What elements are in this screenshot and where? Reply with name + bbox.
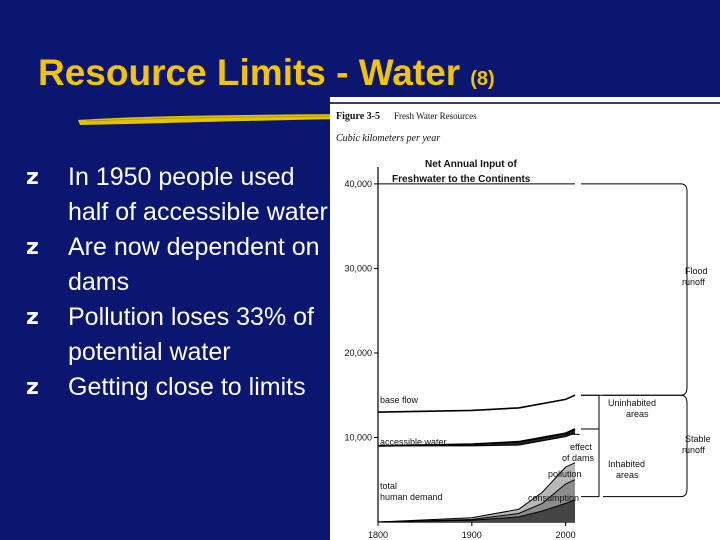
slide-title: Resource Limits - Water (8): [38, 52, 495, 94]
label-stable-runoff-2: runoff: [682, 445, 705, 455]
figure-number: Figure 3-5: [336, 111, 380, 122]
bullet-z-icon: z: [26, 305, 39, 330]
stable-runoff-bracket: [603, 394, 688, 498]
bullet-z-icon: z: [26, 375, 39, 400]
slide-title-number: (8): [470, 68, 495, 90]
y-tick-label: 30,000: [344, 263, 372, 273]
inhabited-areas-bracket: [581, 428, 600, 498]
x-tick-label: 1900: [462, 530, 482, 540]
label-base-flow: base flow: [380, 395, 419, 405]
label-effect-dams-2: of dams: [562, 453, 595, 463]
y-tick-label: 40,000: [344, 179, 372, 189]
slide-title-text: Resource Limits - Water: [38, 52, 461, 93]
x-tick-label: 1800: [368, 530, 388, 540]
area-consumption: [378, 500, 575, 522]
y-tick-label: 10,000: [344, 432, 372, 442]
label-total-demand-2: human demand: [380, 492, 443, 502]
label-flood-runoff-2: runoff: [682, 277, 705, 287]
figure-units: Cubic kilometers per year: [336, 133, 440, 144]
bullet-list: z In 1950 people used half of accessible…: [26, 160, 331, 405]
bullet-text: Getting close to limits: [68, 373, 306, 401]
area-pollution: [378, 479, 575, 522]
series-line-consumption: [377, 499, 576, 523]
label-total-demand-1: total: [380, 481, 397, 491]
uninhabited-areas-bracket: [581, 394, 600, 430]
bullet-item: z In 1950 people used half of accessible…: [26, 160, 331, 230]
label-inhabited-2: areas: [616, 470, 639, 480]
label-effect-dams-1: effect: [570, 442, 592, 452]
figure-image: Figure 3-5 Fresh Water Resources Cubic k…: [330, 97, 720, 540]
bullet-text: Are now dependent on dams: [68, 233, 320, 296]
figure-caption: Fresh Water Resources: [394, 111, 477, 121]
bullet-item: z Are now dependent on dams: [26, 230, 331, 300]
series-line-effect-of-dams: [378, 432, 576, 447]
bullet-text: In 1950 people used half of accessible w…: [68, 163, 328, 226]
label-uninhabited-1: Uninhabited: [608, 398, 656, 408]
label-stable-runoff-1: Stable: [685, 434, 711, 444]
series-line-pollution: [377, 479, 576, 523]
chart-title-line-1: Net Annual Input of: [425, 159, 518, 170]
bullet-z-icon: z: [26, 235, 39, 260]
series-line-total-human-demand: [377, 462, 576, 523]
flood-runoff-bracket: [581, 183, 688, 396]
label-consumption: consumption: [528, 493, 579, 503]
chart-title-line-2: Freshwater to the Continents: [392, 174, 531, 185]
bullet-item: z Getting close to limits: [26, 370, 331, 405]
bullet-z-icon: z: [26, 165, 39, 190]
area-effect-of-dams: [378, 429, 575, 446]
area-human-demand: [378, 462, 575, 522]
freshwater-chart: Figure 3-5 Fresh Water Resources Cubic k…: [330, 102, 720, 540]
bullet-item: z Pollution loses 33% of potential water: [26, 300, 331, 370]
y-tick-label: 20,000: [344, 348, 372, 358]
series-line-base-flow: [377, 394, 576, 413]
series-line-accessible-water: [377, 428, 576, 447]
label-pollution: pollution: [548, 469, 582, 479]
x-tick-label: 2000: [556, 530, 576, 540]
label-flood-runoff-1: Flood: [685, 266, 708, 276]
label-uninhabited-2: areas: [626, 409, 649, 419]
label-accessible-water: accessible water: [380, 437, 447, 447]
title-underline-brushstroke: [78, 114, 344, 125]
label-inhabited-1: Inhabited: [608, 459, 645, 469]
bullet-text: Pollution loses 33% of potential water: [68, 303, 314, 366]
